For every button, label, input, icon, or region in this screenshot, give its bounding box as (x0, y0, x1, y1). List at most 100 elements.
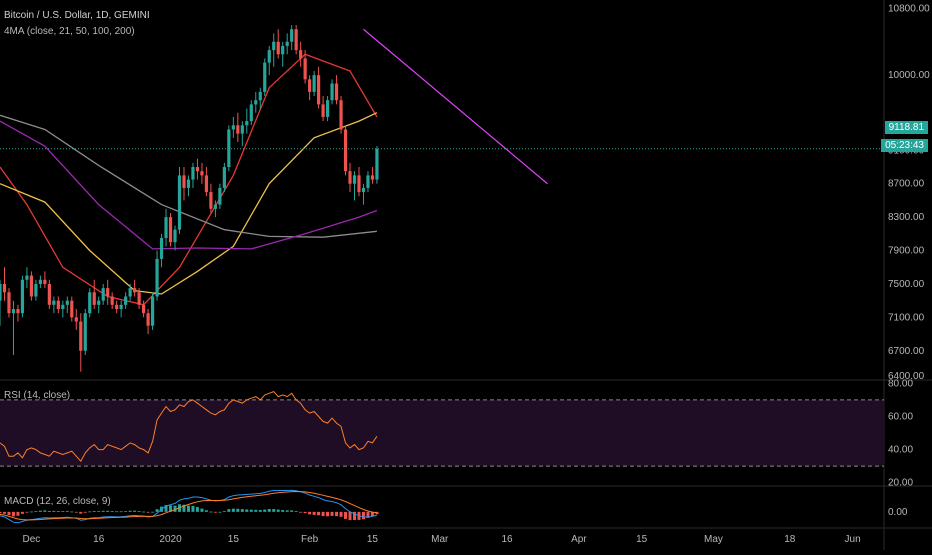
candle (272, 33, 276, 67)
candle-body (79, 321, 83, 351)
candle (200, 162, 204, 184)
candle (159, 233, 164, 268)
candle (299, 41, 303, 67)
macd-histogram-bar (110, 511, 114, 512)
candle-body (281, 45, 285, 55)
candle-body (182, 175, 186, 188)
macd-histogram-bar (195, 507, 199, 512)
countdown-tag: 05:23:43 (881, 139, 928, 152)
candle (11, 300, 16, 355)
time-tick-label: May (704, 534, 723, 545)
last-price-tag: 9118.81 (884, 121, 928, 134)
macd-histogram-bar (128, 510, 132, 512)
candle (115, 300, 119, 314)
candle-body (339, 100, 343, 130)
macd-histogram-bar (47, 510, 51, 512)
candle (65, 296, 69, 314)
macd-histogram-bar (290, 510, 294, 512)
candle (222, 162, 226, 193)
candle (29, 271, 34, 301)
candle-body (155, 258, 159, 297)
macd-study-label[interactable]: MACD (12, 26, close, 9) (4, 496, 111, 507)
macd-histogram-bar (213, 511, 217, 513)
candle (330, 79, 334, 105)
candle (227, 125, 231, 172)
macd-histogram-bar (375, 511, 379, 515)
candle-body (43, 279, 47, 284)
macd-histogram-bar (294, 511, 298, 512)
macd-histogram-bar (92, 511, 96, 512)
candle (334, 75, 339, 105)
candle (231, 116, 235, 138)
macd-histogram-bar (74, 511, 78, 513)
rsi-tick-label: 80.00 (888, 378, 913, 389)
macd-histogram-bar (272, 509, 276, 512)
candle (290, 25, 294, 51)
candle-body (222, 167, 226, 188)
candle-body (299, 50, 303, 59)
candle-body (47, 283, 51, 305)
candle (240, 121, 244, 147)
candle-body (141, 304, 146, 314)
candle (137, 288, 141, 310)
candle-body (267, 50, 271, 63)
moving-average-ma21 (0, 53, 378, 306)
candle-body (285, 41, 289, 46)
candle-body (88, 292, 92, 314)
candle (325, 96, 330, 122)
ma-study-label[interactable]: 4MA (close, 21, 50, 100, 200) (4, 26, 135, 37)
trendline (363, 28, 548, 185)
candle (321, 96, 325, 122)
time-tick-label: Dec (23, 534, 41, 545)
macd-histogram-bar (218, 511, 222, 513)
rsi-study-label[interactable]: RSI (14, close) (4, 390, 71, 401)
candle-body (348, 171, 352, 184)
candle (343, 125, 348, 176)
candle (92, 279, 96, 310)
candle-body (7, 292, 11, 314)
candle (20, 275, 25, 318)
candle (195, 158, 200, 180)
price-tick-label: 7900.00 (888, 246, 925, 257)
candle-body (177, 175, 182, 230)
candle-body (133, 288, 137, 293)
macd-histogram-bar (348, 511, 352, 521)
candle (263, 58, 267, 97)
candle (236, 112, 240, 142)
candle (164, 208, 168, 247)
candle-body (245, 121, 249, 126)
time-tick-label: Mar (431, 534, 449, 545)
candle-body (34, 283, 38, 297)
candle (110, 292, 114, 310)
candle (276, 29, 280, 59)
macd-histogram-bar (182, 504, 186, 512)
candle (249, 100, 253, 126)
candle (348, 162, 352, 193)
rsi-tick-label: 40.00 (888, 445, 913, 456)
candle-body (191, 167, 195, 180)
candle-body (11, 309, 16, 314)
macd-histogram-bar (29, 511, 33, 513)
symbol-title[interactable]: Bitcoin / U.S. Dollar, 1D, GEMINI (4, 10, 150, 21)
candle (258, 87, 262, 109)
macd-histogram-bar (204, 510, 208, 512)
macd-histogram-bar (65, 511, 69, 512)
candle (124, 292, 128, 310)
macd-histogram-bar (164, 505, 168, 512)
macd-histogram-bar (222, 511, 226, 512)
macd-tick-label: 0.00 (888, 507, 908, 518)
candle (7, 288, 11, 318)
candle (303, 50, 307, 84)
time-tick-label: 15 (636, 534, 648, 545)
macd-histogram-bar (361, 511, 365, 520)
macd-histogram-bar (151, 511, 155, 513)
candle (213, 200, 217, 218)
macd-histogram-bar (352, 511, 356, 520)
candle-body (263, 62, 267, 92)
macd-histogram-bar (137, 511, 141, 512)
candle-body (92, 292, 96, 305)
macd-histogram-bar (285, 510, 289, 512)
macd-histogram-bar (20, 511, 24, 514)
